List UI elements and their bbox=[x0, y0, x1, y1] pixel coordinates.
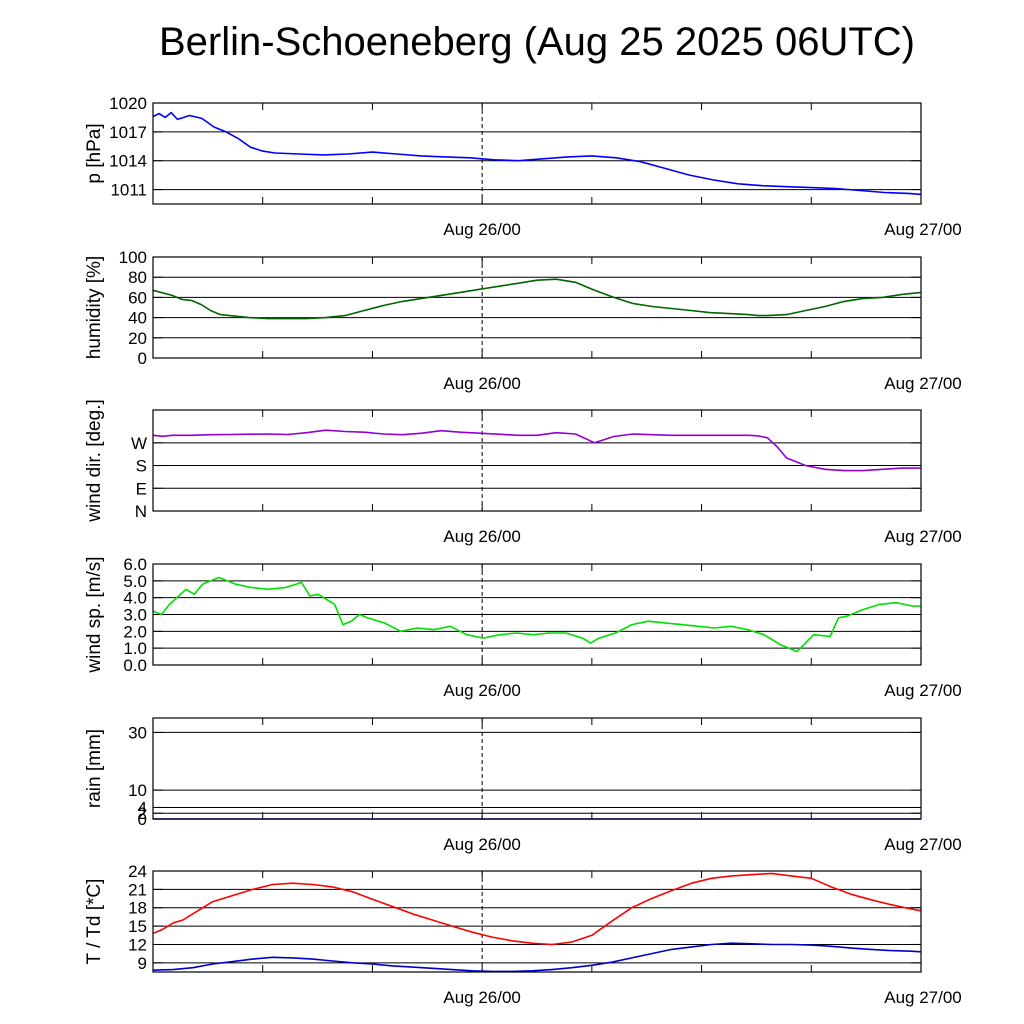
rain-ytick-label: 0 bbox=[138, 810, 147, 829]
rain-ylabel: rain [mm] bbox=[84, 729, 105, 808]
chart-title: Berlin-Schoeneberg (Aug 25 2025 06UTC) bbox=[159, 20, 915, 64]
wind-speed-series-line bbox=[152, 576, 921, 653]
wind-direction-ylabel: wind dir. [deg.] bbox=[84, 399, 105, 523]
humidity-plot-frame bbox=[152, 256, 922, 359]
temperature-ytick-label: 12 bbox=[128, 935, 147, 954]
humidity-ytick-label: 80 bbox=[128, 268, 147, 287]
rain-ytick-label: 2 bbox=[138, 804, 147, 823]
temperature-ytick-label: 24 bbox=[128, 862, 147, 881]
pressure-series-line bbox=[152, 111, 922, 196]
wind-speed-xlabel: Aug 26/00 bbox=[443, 681, 521, 700]
pressure-ytick-label: 1017 bbox=[109, 123, 147, 142]
wind-direction-ytick-label: S bbox=[136, 457, 147, 476]
wind-speed-ytick-label: 6.0 bbox=[123, 555, 147, 574]
wind-direction-ytick-label: N bbox=[135, 502, 147, 521]
temperature-ytick-label: 9 bbox=[138, 954, 147, 973]
humidity-series-line bbox=[152, 278, 922, 320]
humidity-ytick-label: 40 bbox=[128, 309, 147, 328]
rain-xlabel: Aug 27/00 bbox=[884, 835, 962, 854]
wind-speed-ytick-label: 1.0 bbox=[123, 639, 147, 658]
wind-direction-ytick-label: W bbox=[131, 434, 147, 453]
pressure-plot-frame bbox=[152, 102, 922, 205]
temperature-ytick-label: 18 bbox=[128, 899, 147, 918]
pressure-ytick-label: 1011 bbox=[110, 181, 147, 200]
temperature-series-line bbox=[152, 872, 922, 946]
wind-speed-plot-frame bbox=[152, 563, 922, 666]
rain-ytick-label: 30 bbox=[128, 723, 147, 742]
humidity-ytick-label: 20 bbox=[128, 329, 147, 348]
wind-speed-ylabel: wind sp. [m/s] bbox=[84, 556, 105, 673]
wind-speed-xlabel: Aug 27/00 bbox=[884, 681, 962, 700]
wind-direction-plot-frame bbox=[152, 409, 922, 512]
humidity-ytick-label: 0 bbox=[138, 349, 147, 368]
temperature-ylabel: T / Td [*C] bbox=[84, 879, 105, 965]
temperature-ytick-label: 21 bbox=[128, 880, 147, 899]
temperature-xlabel: Aug 27/00 bbox=[884, 988, 962, 1007]
wind-speed-ytick-label: 2.0 bbox=[123, 622, 147, 641]
temperature-xlabel: Aug 26/00 bbox=[443, 988, 521, 1007]
rain-ytick-label: 4 bbox=[138, 798, 147, 817]
wind-direction-xlabel: Aug 26/00 bbox=[443, 527, 521, 546]
wind-direction-series-line bbox=[152, 429, 921, 472]
pressure-ytick-label: 1014 bbox=[109, 152, 147, 171]
wind-speed-ytick-label: 3.0 bbox=[123, 606, 147, 625]
wind-speed-ytick-label: 4.0 bbox=[123, 589, 147, 608]
humidity-xlabel: Aug 26/00 bbox=[443, 374, 521, 393]
temperature-series-line bbox=[152, 942, 922, 973]
humidity-ylabel: humidity [%] bbox=[84, 256, 105, 359]
humidity-ytick-label: 60 bbox=[128, 288, 147, 307]
temperature-plot-frame bbox=[152, 870, 922, 973]
humidity-xlabel: Aug 27/00 bbox=[884, 374, 962, 393]
wind-speed-ytick-label: 5.0 bbox=[123, 572, 147, 591]
pressure-ylabel: p [hPa] bbox=[84, 123, 105, 183]
pressure-xlabel: Aug 27/00 bbox=[884, 220, 962, 239]
rain-ytick-label: 10 bbox=[128, 781, 147, 800]
wind-direction-ytick-label: E bbox=[136, 479, 147, 498]
temperature-ytick-label: 15 bbox=[128, 917, 147, 936]
pressure-xlabel: Aug 26/00 bbox=[443, 220, 521, 239]
rain-plot-frame bbox=[152, 717, 922, 820]
humidity-ytick-label: 100 bbox=[119, 248, 147, 267]
wind-direction-xlabel: Aug 27/00 bbox=[884, 527, 962, 546]
pressure-ytick-label: 1020 bbox=[109, 94, 147, 113]
wind-speed-ytick-label: 0.0 bbox=[123, 656, 147, 675]
rain-xlabel: Aug 26/00 bbox=[443, 835, 521, 854]
